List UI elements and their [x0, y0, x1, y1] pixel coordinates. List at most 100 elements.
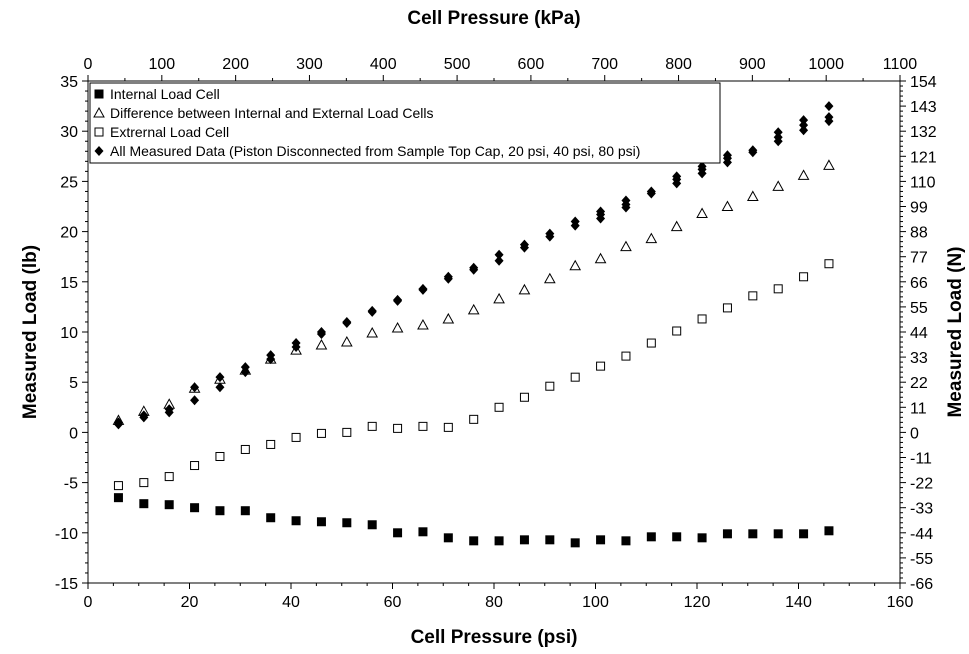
measured-data-point [621, 195, 631, 206]
external-load-point [697, 314, 707, 324]
measured-data-point [316, 327, 326, 337]
external-load-point [722, 303, 732, 313]
internal-load-point [697, 533, 707, 543]
y-tick-label: 30 [60, 124, 78, 141]
measured-data-point [773, 132, 783, 143]
measured-data-point [342, 316, 352, 327]
external-load-point [773, 284, 783, 294]
difference-point [594, 252, 607, 264]
measured-data-point [266, 350, 276, 361]
internal-load-point [672, 532, 682, 542]
measured-data-point [393, 294, 403, 305]
internal-load-point [418, 527, 428, 537]
internal-load-point [748, 529, 758, 539]
measured-data-point [799, 120, 809, 131]
external-load-point [596, 361, 606, 371]
internal-load-point [545, 535, 555, 545]
y2-tick-label: -33 [910, 501, 933, 518]
internal-load-point [316, 517, 326, 527]
y-axis-title: Measured Load (lb) [20, 245, 41, 419]
external-load-point [824, 259, 834, 269]
difference-point [315, 339, 328, 350]
internal-load-point [190, 503, 200, 513]
y2-tick-label: 55 [910, 300, 928, 317]
difference-point [340, 336, 353, 347]
y2-tick-label: -55 [910, 551, 933, 568]
measured-data-point [824, 112, 834, 123]
internal-load-point [621, 536, 631, 546]
internal-load-point [266, 513, 276, 523]
external-load-point [672, 326, 682, 336]
y2-tick-label: 22 [910, 375, 928, 392]
external-load-point [646, 338, 656, 348]
y2-tick-label: -22 [910, 476, 933, 493]
y2-tick-label: 132 [910, 124, 937, 141]
measured-data-point [722, 150, 732, 161]
y-tick-label: -15 [55, 576, 78, 593]
x2-tick-label: 900 [739, 56, 766, 73]
y2-tick-label: 33 [910, 350, 928, 367]
x2-tick-label: 400 [370, 56, 397, 73]
x-tick-label: 40 [282, 594, 300, 611]
difference-point [746, 190, 759, 201]
external-load-point [393, 423, 403, 433]
external-load-point [266, 439, 276, 449]
legend-marker-3 [94, 127, 104, 137]
x2-tick-label: 500 [444, 56, 471, 73]
difference-point [670, 220, 683, 232]
x2-tick-label: 300 [296, 56, 323, 73]
y-tick-label: 35 [60, 74, 78, 91]
measured-data-point [824, 101, 834, 112]
legend-items: Internal Load Cell Difference between Int… [93, 86, 640, 159]
difference-point [569, 259, 582, 271]
external-load-point [113, 481, 123, 491]
difference-point [696, 207, 708, 219]
external-load-point [494, 402, 504, 412]
external-load-point [342, 427, 352, 437]
legend-label-2: Difference between Internal and External… [110, 105, 434, 121]
measured-data-point [139, 410, 149, 421]
legend: Internal Load Cell Difference between Int… [89, 82, 721, 164]
measured-data-point [240, 367, 250, 378]
external-load-point [570, 372, 580, 382]
difference-point [467, 303, 480, 315]
difference-point [391, 321, 404, 333]
x2-axis-title: Cell Pressure (kPa) [407, 8, 580, 29]
internal-load-point [469, 536, 479, 546]
external-load-point [469, 414, 479, 424]
legend-label-4: All Measured Data (Piston Disconnected f… [110, 143, 640, 159]
measured-data-point [215, 372, 225, 383]
y-tick-label: 15 [60, 275, 78, 292]
internal-load-point [342, 518, 352, 528]
measured-data-point [291, 338, 301, 349]
x-tick-label: 140 [785, 594, 812, 611]
y2-tick-label: 66 [910, 275, 928, 292]
y2-tick-label: 110 [910, 174, 936, 191]
measured-data-point [596, 206, 606, 217]
y2-tick-label: -44 [910, 526, 933, 543]
y2-tick-label: 143 [910, 99, 937, 116]
measured-data-point [494, 249, 504, 260]
external-load-point [316, 428, 326, 438]
measured-data-point [570, 216, 580, 227]
external-load-point [240, 444, 250, 454]
difference-point [645, 232, 658, 244]
x2-tick-label: 800 [665, 56, 692, 73]
y-tick-label: -5 [64, 476, 78, 493]
internal-load-point [367, 520, 377, 530]
x-tick-label: 100 [582, 594, 609, 611]
measured-data-point [113, 417, 123, 428]
measured-data-point [190, 382, 200, 393]
internal-load-point [215, 506, 225, 516]
y-tick-label: 20 [60, 225, 78, 242]
y-tick-label: -10 [55, 526, 78, 543]
x2-tick-label: 600 [518, 56, 545, 73]
difference-point [823, 159, 835, 170]
y2-tick-label: 77 [910, 250, 928, 267]
y2-tick-label: 154 [910, 74, 937, 91]
external-load-point [443, 422, 453, 432]
external-load-point [748, 291, 758, 301]
difference-point [518, 283, 531, 295]
external-load-point [367, 421, 377, 431]
